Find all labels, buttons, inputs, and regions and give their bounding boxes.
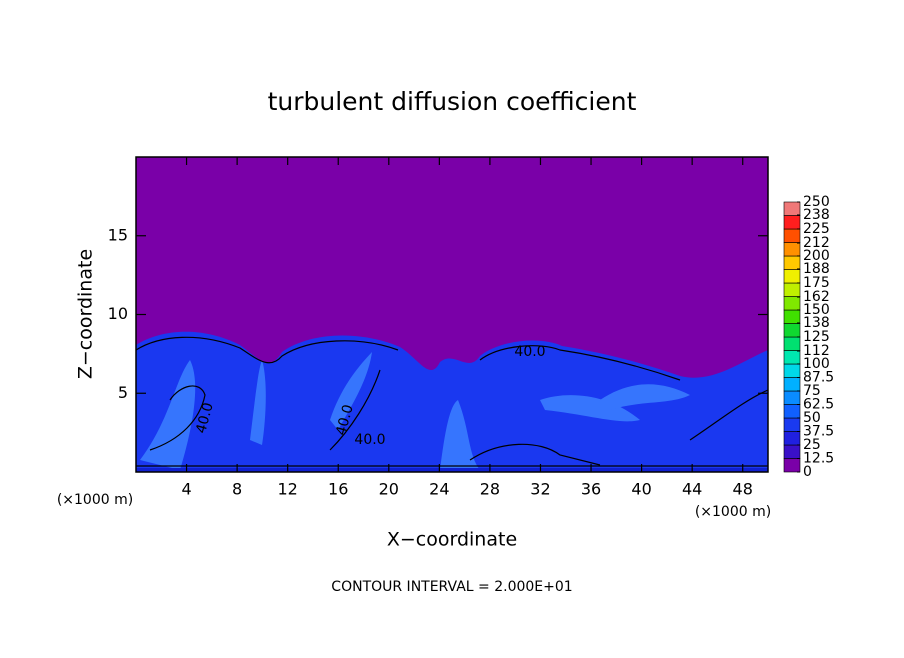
colorbar-swatch	[783, 417, 801, 432]
colorbar-swatch	[783, 390, 801, 405]
colorbar-tick-label: 150	[803, 302, 830, 318]
colorbar-swatch	[783, 215, 801, 230]
colorbar-tick-label: 138	[803, 315, 830, 331]
y-tick-label: 10	[108, 304, 128, 323]
y-tick-label: 15	[108, 225, 128, 244]
colorbar-swatch	[783, 201, 801, 216]
x-tick-label: 28	[480, 480, 500, 499]
colorbar-swatch	[783, 404, 801, 419]
x-axis-label: X−coordinate	[387, 529, 517, 551]
colorbar-tick-label: 238	[803, 207, 830, 223]
colorbar-swatch	[783, 431, 801, 446]
footer-note: CONTOUR INTERVAL = 2.000E+01	[331, 579, 572, 595]
x-tick-label: 20	[379, 480, 399, 499]
x-tick-label: 4	[181, 480, 191, 499]
colorbar-swatch	[783, 296, 801, 311]
colorbar-tick-label: 75	[803, 383, 821, 399]
colorbar-tick-label: 125	[803, 329, 830, 345]
colorbar-swatch	[783, 269, 801, 284]
colorbar-swatch	[783, 458, 801, 473]
colorbar-tick-label: 0	[803, 464, 812, 480]
colorbar-swatch	[783, 323, 801, 338]
surface-band	[136, 468, 768, 472]
colorbar-tick-label: 50	[803, 410, 821, 426]
colorbar-swatch	[783, 444, 801, 459]
x-unit-right: (×1000 m)	[695, 504, 771, 520]
turbulent-layer	[136, 331, 768, 472]
contour-label: 40.0	[193, 401, 217, 435]
colorbar-swatch	[783, 282, 801, 297]
x-tick-label: 8	[232, 480, 242, 499]
x-tick-label: 36	[581, 480, 601, 499]
colorbar-tick-label: 100	[803, 356, 830, 372]
colorbar-tick-label: 200	[803, 248, 830, 264]
colorbar-tick-label: 250	[803, 194, 830, 210]
colorbar-tick-label: 62.5	[803, 397, 834, 413]
colorbar-tick-label: 212	[803, 235, 830, 251]
colorbar-tick-label: 112	[803, 343, 830, 359]
contour-label: 40.0	[514, 344, 545, 360]
colorbar-tick-label: 175	[803, 275, 830, 291]
x-unit-left: (×1000 m)	[57, 492, 133, 508]
colorbar-swatch	[783, 242, 801, 257]
colorbar-tick-label: 12.5	[803, 451, 834, 467]
colorbar-swatch	[783, 228, 801, 243]
x-tick-label: 48	[733, 480, 753, 499]
colorbar-swatch	[783, 363, 801, 378]
x-tick-label: 16	[328, 480, 348, 499]
contour-label: 40.0	[333, 403, 357, 437]
field-streaks	[140, 352, 690, 470]
x-tick-label: 40	[631, 480, 651, 499]
colorbar-swatch	[783, 255, 801, 270]
y-tick-label: 5	[118, 383, 128, 402]
colorbar-swatch	[783, 309, 801, 324]
x-tick-label: 24	[429, 480, 449, 499]
contour-lines	[135, 336, 769, 467]
colorbar-tick-label: 37.5	[803, 424, 834, 440]
colorbar-swatch	[783, 377, 801, 392]
colorbar-swatch	[783, 336, 801, 351]
y-axis-label: Z−coordinate	[75, 249, 97, 379]
contour-label: 40.0	[354, 432, 385, 448]
colorbar-tick-label: 162	[803, 289, 830, 305]
colorbar-swatch	[783, 350, 801, 365]
x-tick-label: 32	[530, 480, 550, 499]
colorbar-tick-label: 25	[803, 437, 821, 453]
x-tick-label: 12	[278, 480, 298, 499]
colorbar-tick-label: 225	[803, 221, 830, 237]
colorbar-tick-label: 188	[803, 261, 830, 277]
colorbar-tick-label: 87.5	[803, 370, 834, 386]
chart-title: turbulent diffusion coefficient	[268, 87, 637, 116]
x-tick-label: 44	[682, 480, 702, 499]
